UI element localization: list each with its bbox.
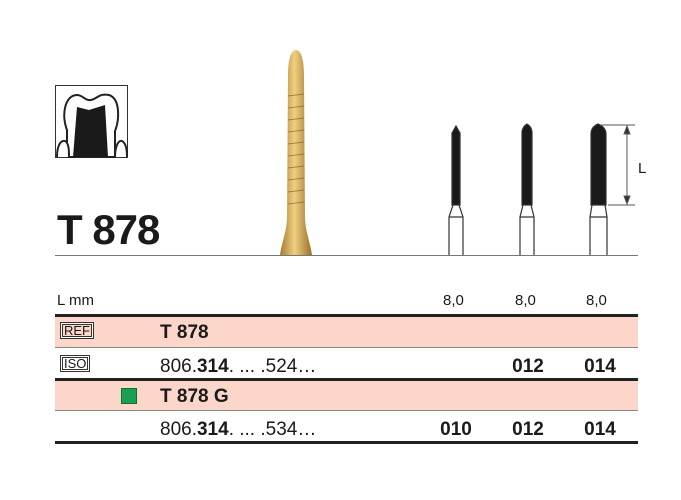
bur-drawing-010	[448, 124, 464, 255]
size-cell: 012	[512, 356, 544, 377]
length-dimension-icon	[600, 124, 635, 206]
size-cell: 012	[512, 419, 544, 440]
size-cell: 014	[584, 419, 616, 440]
length-col-1: 8,0	[443, 292, 464, 309]
divider	[55, 347, 638, 348]
size-cell: 014	[584, 356, 616, 377]
divider	[55, 441, 638, 444]
dimension-label: L	[638, 160, 647, 177]
crown-preparation-icon	[55, 85, 128, 158]
bur-drawing-012	[519, 123, 535, 255]
length-header: L mm	[57, 292, 94, 309]
product-title: T 878	[57, 206, 160, 253]
divider	[55, 410, 638, 411]
ref-badge: REF	[60, 322, 94, 339]
gold-bur-image	[274, 46, 318, 256]
iso-code: 806.314. ... .524…	[160, 356, 317, 377]
divider	[55, 314, 638, 317]
bur-drawing-014	[589, 123, 608, 255]
group-name: T 878	[160, 322, 209, 343]
divider	[55, 378, 638, 381]
baseline-divider	[55, 255, 638, 256]
iso-badge: ISO	[60, 355, 91, 372]
green-marker	[121, 388, 137, 404]
iso-code: 806.314. ... .534…	[160, 419, 317, 440]
length-col-3: 8,0	[586, 292, 607, 309]
ref-row	[55, 317, 638, 347]
group-name: T 878 G	[160, 386, 229, 407]
length-col-2: 8,0	[515, 292, 536, 309]
ref-row	[55, 381, 638, 410]
size-cell: 010	[440, 419, 472, 440]
bur-drawings	[430, 120, 660, 256]
